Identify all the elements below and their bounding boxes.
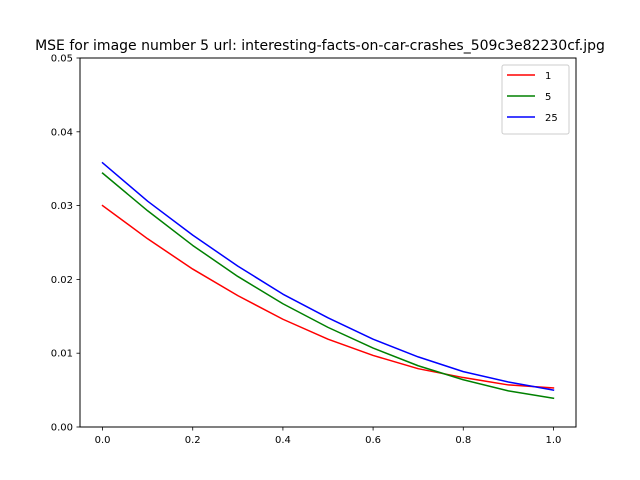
legend-label-1: 1 [545, 71, 551, 82]
series-line-1 [101, 204, 555, 389]
legend-label-25: 25 [545, 113, 558, 124]
x-tick-label: 0.2 [185, 435, 201, 446]
series-line-5 [101, 172, 555, 400]
y-tick-label: 0.03 [51, 201, 73, 212]
chart-title: MSE for image number 5 url: interesting-… [35, 38, 605, 54]
x-tick-label: 0.0 [95, 435, 111, 446]
y-tick-label: 0.01 [51, 349, 73, 360]
x-tick-label: 0.6 [365, 435, 381, 446]
y-tick-label: 0.04 [51, 127, 73, 138]
y-axis: 0.00 0.01 0.02 0.03 0.04 0.05 [51, 54, 80, 434]
y-tick-label: 0.05 [51, 54, 73, 65]
y-tick-label: 0.02 [51, 275, 73, 286]
plot-lines [101, 161, 555, 400]
x-tick-label: 0.4 [275, 435, 291, 446]
legend-label-5: 5 [545, 92, 551, 103]
x-tick-label: 1.0 [546, 435, 562, 446]
x-tick-label: 0.8 [455, 435, 471, 446]
y-tick-label: 0.00 [51, 423, 73, 434]
plot-frame [79, 57, 577, 428]
series-line-25 [101, 161, 555, 391]
x-axis: 0.0 0.2 0.4 0.6 0.8 1.0 [95, 427, 562, 446]
